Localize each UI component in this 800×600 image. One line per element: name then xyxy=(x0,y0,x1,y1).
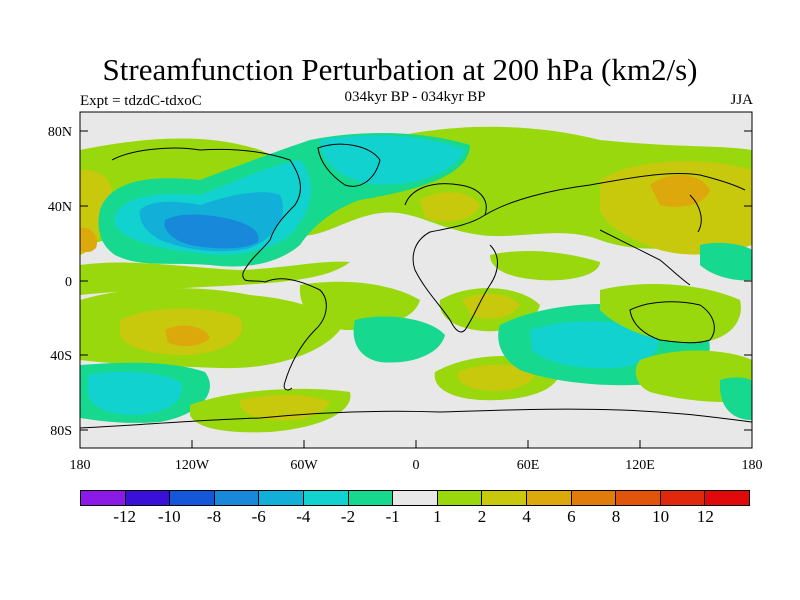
colorbar-swatch xyxy=(259,491,304,505)
orange-region-asia xyxy=(650,174,710,207)
colorbar-label: -10 xyxy=(157,507,181,526)
coast-antarctica xyxy=(80,408,752,429)
colorbar-swatch xyxy=(660,491,706,505)
colorbar-swatch xyxy=(348,491,394,505)
colorbar-swatch xyxy=(170,491,215,505)
colorbar-label: -2 xyxy=(340,507,356,526)
lon-tick-label: 120W xyxy=(175,458,210,473)
teal-region-south-pacific xyxy=(88,371,182,416)
green-region-tropics-africa xyxy=(490,250,600,281)
teal-region-arctic xyxy=(320,135,465,185)
yellow-region-south-indian xyxy=(462,293,520,319)
teal-region-indian-ocean xyxy=(530,321,659,369)
colorbar-swatch xyxy=(526,491,572,505)
colorbar-label: 8 xyxy=(611,507,621,526)
darkblue-region-northamerica xyxy=(164,214,259,249)
colorbar-label: -12 xyxy=(113,507,136,526)
lon-tick-label: 180 xyxy=(742,458,763,473)
colorbar-swatch xyxy=(214,491,260,505)
colorbar-swatch xyxy=(482,491,527,505)
colorbar xyxy=(80,490,750,506)
green-region-tropics-pacific xyxy=(80,261,350,295)
orange-region-pacific-west xyxy=(80,227,98,252)
colorbar-label: 6 xyxy=(567,507,576,526)
coast-asia xyxy=(484,172,746,286)
lat-tick-label: 40S xyxy=(50,349,72,364)
coast-europe-africa xyxy=(404,183,498,333)
green-region-australia xyxy=(600,284,741,343)
lon-tick-label: 180 xyxy=(70,458,91,473)
colorbar-label: 4 xyxy=(522,507,531,526)
colorbar-label: 1 xyxy=(433,507,442,526)
lon-tick-label: 0 xyxy=(413,458,420,473)
lat-tick-label: 80N xyxy=(48,125,72,140)
colorbar-swatch xyxy=(125,491,171,505)
yellow-region-south-ocean xyxy=(457,364,535,391)
lat-tick-marks xyxy=(80,130,752,431)
coast-greenland xyxy=(317,143,381,187)
yellow-region-asia xyxy=(600,161,752,255)
coast-north-america xyxy=(111,147,301,283)
season-label: JJA xyxy=(730,92,753,108)
lat-tick-label: 0 xyxy=(65,275,72,290)
lat-tick-label: 40N xyxy=(48,200,72,215)
lon-tick-label: 60W xyxy=(290,458,318,473)
colorbar-label: 10 xyxy=(652,507,670,526)
coast-australia xyxy=(629,301,715,344)
colorbar-label: -8 xyxy=(206,507,222,526)
coastlines xyxy=(80,143,752,429)
lon-tick-label: 60E xyxy=(517,458,540,473)
colorbar-label: 12 xyxy=(696,507,714,526)
cyan-region-south-atlantic xyxy=(353,316,445,363)
cyan-region-east-pacific xyxy=(700,242,752,281)
colorbar-swatch xyxy=(81,491,126,505)
coast-south-america xyxy=(264,278,327,391)
colorbar-swatch xyxy=(437,491,483,505)
period-label: 034kyr BP - 034kyr BP xyxy=(344,89,486,105)
lat-tick-label: 80S xyxy=(50,424,72,439)
contour-field xyxy=(80,112,752,448)
colorbar-swatch xyxy=(303,491,349,505)
cyan-region-south-east xyxy=(719,377,752,420)
lon-tick-label: 120E xyxy=(625,458,655,473)
colorbar-label: -1 xyxy=(385,507,400,526)
colorbar-swatch xyxy=(705,491,749,505)
chart-title: Streamfunction Perturbation at 200 hPa (… xyxy=(102,52,698,87)
colorbar-swatch xyxy=(393,491,438,505)
lon-tick-marks xyxy=(79,440,753,448)
yellow-region-eurasia xyxy=(420,192,480,222)
colorbar-label: -4 xyxy=(296,507,311,526)
orange-region-south-pacific xyxy=(165,325,210,347)
experiment-label: Expt = tdzdC-tdxoC xyxy=(80,93,202,109)
colorbar-label: -6 xyxy=(251,507,266,526)
colorbar-label: 2 xyxy=(477,507,487,526)
colorbar-swatch xyxy=(571,491,617,505)
colorbar-swatch xyxy=(616,491,661,505)
